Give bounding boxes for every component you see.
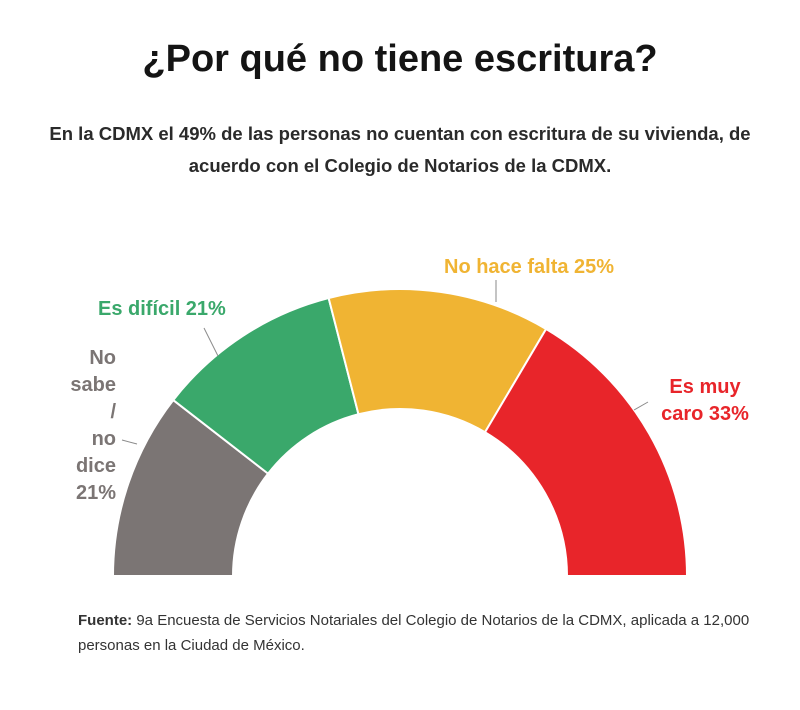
chart-title: ¿Por qué no tiene escritura? <box>142 38 658 80</box>
leader-line-gray <box>121 439 138 445</box>
slice-label-line: no <box>91 428 116 450</box>
leader-line-red <box>633 401 649 411</box>
slice-label-line: No <box>89 347 116 369</box>
slice-label-line: 21% <box>75 482 116 504</box>
source-text: 9a Encuesta de Servicios Notariales del … <box>78 612 750 654</box>
slice-label-line: sabe / <box>70 374 116 423</box>
slice-label-no-sabe: No sabe / no dice 21% <box>60 345 116 507</box>
chart-subtitle: En la CDMX el 49% de las personas no cue… <box>49 123 751 176</box>
slice-label-no-hace-falta: No hace falta 25% <box>444 256 615 278</box>
slice-es-muy-caro <box>483 327 689 577</box>
slice-label-es-dificil: Es difícil 21% <box>98 298 226 320</box>
source-note: Fuente: 9a Encuesta de Servicios Notaria… <box>78 608 758 658</box>
half-donut-chart <box>111 280 689 577</box>
slice-label-line: Es muy <box>669 376 741 398</box>
slice-label-line: caro 33% <box>661 403 749 425</box>
leader-line-green <box>203 327 219 357</box>
slice-label-es-muy-caro: Es muy caro 33% <box>650 374 760 428</box>
slice-label-line: dice <box>75 455 116 477</box>
source-prefix: Fuente: <box>78 612 133 629</box>
